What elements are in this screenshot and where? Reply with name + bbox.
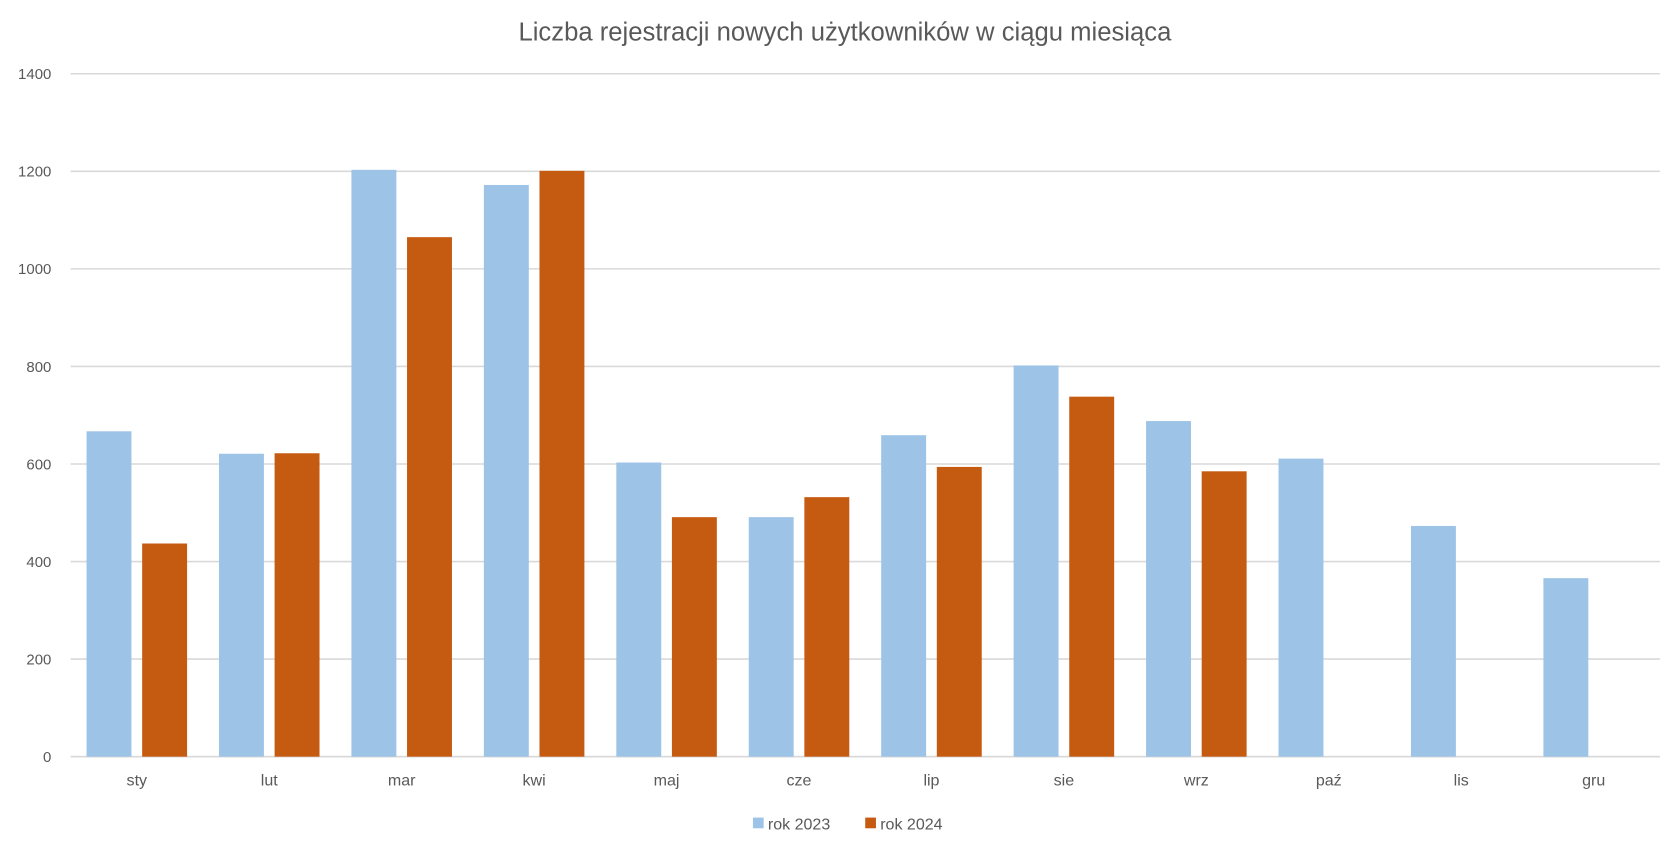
legend: rok 2023 rok 2024 bbox=[752, 815, 943, 833]
legend-label: rok 2024 bbox=[880, 815, 942, 833]
bar-rok-2023-sty bbox=[86, 431, 132, 757]
y-tick-label: 200 bbox=[26, 651, 51, 668]
bar-rok-2024-lip bbox=[936, 466, 982, 757]
x-tick-label: cze bbox=[787, 772, 812, 790]
y-tick-label: 400 bbox=[26, 554, 51, 571]
y-tick-label: 1400 bbox=[18, 66, 51, 83]
x-tick-label: sie bbox=[1054, 772, 1075, 790]
x-tick-label: gru bbox=[1582, 772, 1605, 790]
y-tick-label: 600 bbox=[26, 456, 51, 473]
legend-label: rok 2023 bbox=[768, 815, 830, 833]
bar-rok-2024-lut bbox=[274, 453, 320, 757]
legend-swatch bbox=[865, 817, 876, 829]
bar-rok-2023-sie bbox=[1013, 365, 1059, 757]
y-tick-label: 1200 bbox=[18, 164, 51, 181]
gridlines: 0 200 400 600 800 1000 1200 1400 bbox=[18, 66, 1660, 766]
x-tick-label: lut bbox=[261, 772, 278, 790]
y-tick-label: 0 bbox=[43, 749, 51, 766]
x-tick-label: maj bbox=[654, 772, 680, 790]
bar-rok-2023-lis bbox=[1410, 525, 1456, 757]
chart-title: Liczba rejestracji nowych użytkowników w… bbox=[518, 19, 1172, 47]
x-tick-label: lis bbox=[1454, 772, 1469, 790]
legend-swatch bbox=[752, 817, 764, 829]
bar-rok-2024-wrz bbox=[1201, 471, 1247, 757]
bar-rok-2023-wrz bbox=[1146, 421, 1191, 757]
y-tick-label: 1000 bbox=[18, 261, 51, 278]
bar-rok-2023-maj bbox=[616, 462, 662, 757]
bar-rok-2024-sie bbox=[1069, 396, 1115, 757]
x-tick-label: paź bbox=[1316, 772, 1342, 790]
x-tick-label: wrz bbox=[1183, 772, 1209, 790]
x-tick-label: mar bbox=[388, 772, 416, 790]
x-tick-label: kwi bbox=[523, 772, 546, 790]
x-tick-label: sty bbox=[127, 772, 147, 790]
bar-rok-2024-kwi bbox=[539, 170, 585, 757]
bar-rok-2023-kwi bbox=[483, 184, 529, 757]
bar-rok-2023-paź bbox=[1278, 458, 1324, 757]
bar-rok-2023-gru bbox=[1543, 578, 1589, 757]
bar-rok-2023-mar bbox=[351, 169, 397, 757]
bar-rok-2023-lut bbox=[218, 453, 264, 757]
category-labels: sty lut mar kwi maj cze lip sie wrz paź lis gru bbox=[127, 772, 1606, 790]
x-tick-label: lip bbox=[923, 772, 939, 790]
bar-rok-2024-cze bbox=[804, 497, 850, 757]
bar-rok-2024-maj bbox=[671, 517, 717, 757]
bar-rok-2023-cze bbox=[748, 517, 794, 757]
bar-rok-2024-sty bbox=[142, 543, 188, 757]
bar-rok-2024-mar bbox=[407, 237, 452, 757]
bars bbox=[86, 169, 1589, 757]
bar-rok-2023-lip bbox=[881, 435, 927, 757]
y-tick-label: 800 bbox=[26, 359, 51, 376]
